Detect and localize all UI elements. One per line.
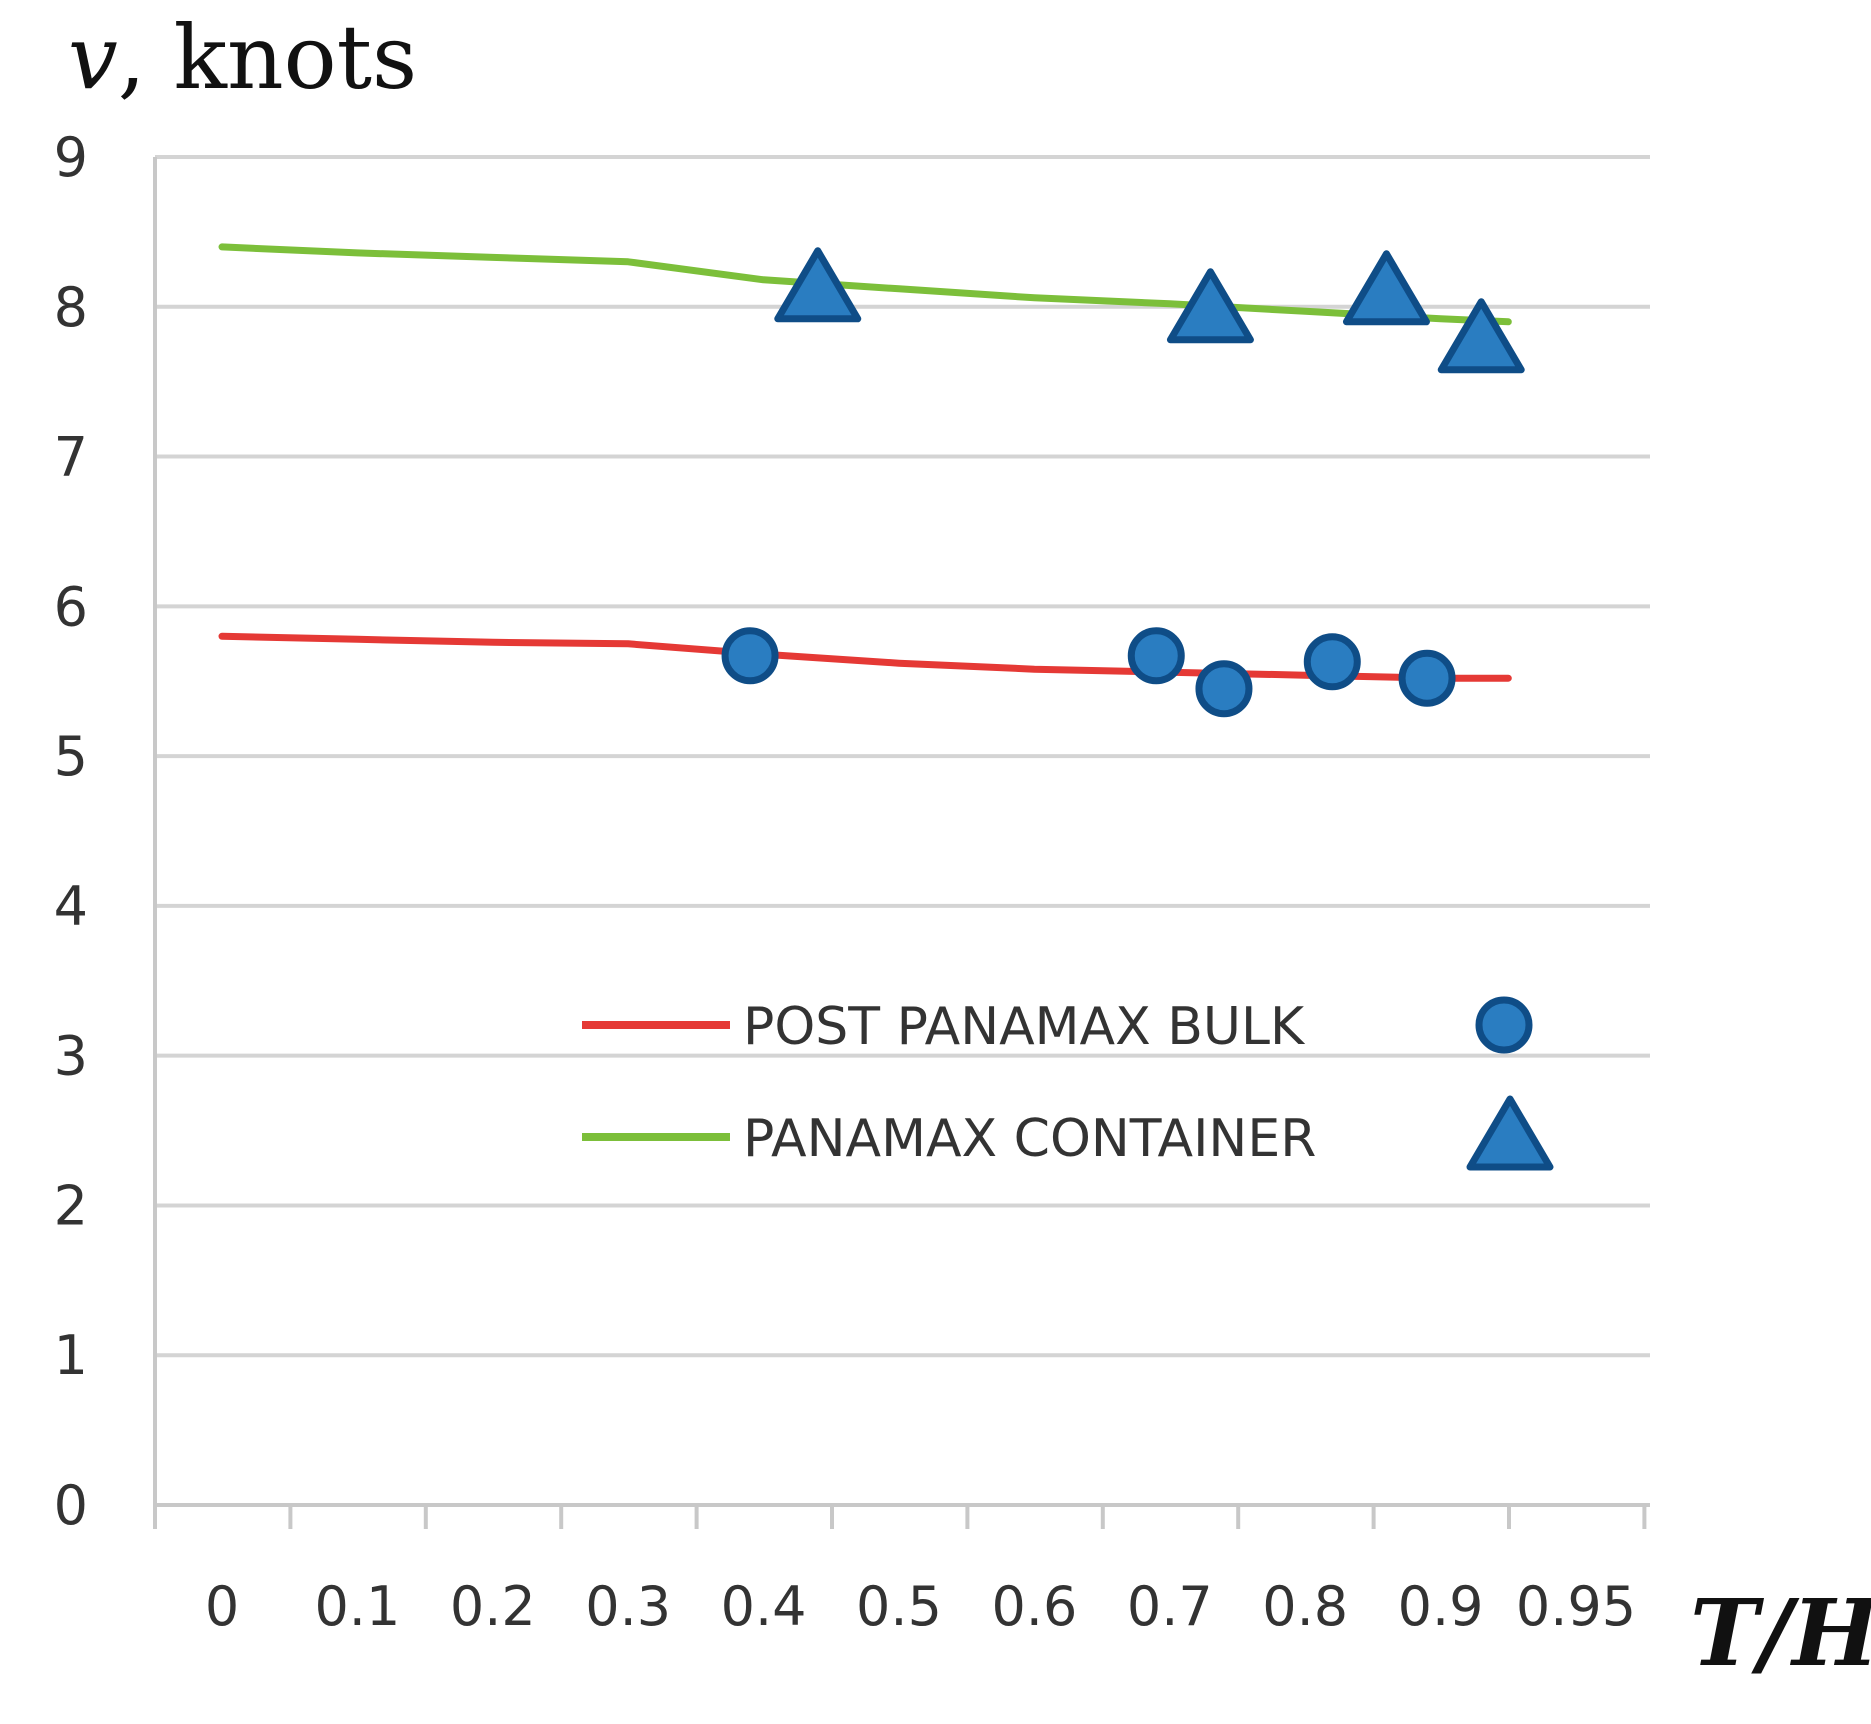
y-tick-label: 8 bbox=[54, 276, 88, 339]
series-marker-circle bbox=[1127, 627, 1185, 685]
x-tick-label: 0.5 bbox=[856, 1575, 942, 1638]
y-axis-title-rest: , knots bbox=[118, 6, 417, 109]
series-marker-triangle bbox=[774, 247, 862, 323]
legend: POST PANAMAX BULK PANAMAX CONTAINER bbox=[582, 996, 1554, 1171]
x-tick-label: 0.7 bbox=[1127, 1575, 1213, 1638]
x-tick-label: 0.1 bbox=[314, 1575, 400, 1638]
y-axis-title-var: v bbox=[68, 6, 118, 109]
y-tick-label: 4 bbox=[54, 875, 88, 938]
y-tick-label: 9 bbox=[54, 126, 88, 189]
legend-label-1: PANAMAX CONTAINER bbox=[743, 1109, 1316, 1169]
series-marker-circle bbox=[1195, 660, 1253, 718]
legend-marker-triangle bbox=[1466, 1095, 1554, 1171]
axes bbox=[153, 157, 1650, 1529]
x-tick-label: 0.9 bbox=[1398, 1575, 1484, 1638]
y-tick-label: 7 bbox=[54, 426, 88, 489]
x-tick-label: 0.95 bbox=[1516, 1575, 1636, 1638]
grid-lines bbox=[155, 155, 1650, 1358]
series-lines bbox=[218, 243, 1512, 682]
y-tick-label: 2 bbox=[54, 1174, 88, 1237]
x-tick-label: 0.2 bbox=[450, 1575, 536, 1638]
series-marker-triangle bbox=[1437, 298, 1525, 374]
series-marker-triangle bbox=[1342, 250, 1430, 326]
series-marker-triangle bbox=[1166, 268, 1254, 344]
x-tick-label: 0.6 bbox=[991, 1575, 1077, 1638]
x-tick-label: 0.4 bbox=[721, 1575, 807, 1638]
series-markers bbox=[721, 247, 1525, 718]
y-tick-label: 6 bbox=[54, 575, 88, 638]
y-tick-label: 1 bbox=[54, 1324, 88, 1387]
x-tick-labels: 0 0.1 0.2 0.3 0.4 0.5 0.6 0.7 0.8 0.9 0.95 bbox=[205, 1575, 1636, 1638]
x-tick-label: 0 bbox=[205, 1575, 239, 1638]
y-tick-label: 3 bbox=[54, 1025, 88, 1088]
legend-marker-circle bbox=[1475, 996, 1533, 1054]
y-tick-label: 5 bbox=[54, 725, 88, 788]
x-tick-label: 0.8 bbox=[1262, 1575, 1348, 1638]
y-tick-label: 0 bbox=[54, 1474, 88, 1537]
series-line-1 bbox=[218, 243, 1512, 326]
legend-label-0: POST PANAMAX BULK bbox=[743, 997, 1306, 1057]
series-marker-circle bbox=[1398, 649, 1456, 707]
series-marker-circle bbox=[721, 627, 779, 685]
series-marker-circle bbox=[1303, 633, 1361, 691]
x-tick-label: 0.3 bbox=[585, 1575, 671, 1638]
x-axis-title: T/H bbox=[1690, 1579, 1871, 1687]
y-tick-labels: 0 1 2 3 4 5 6 7 8 9 bbox=[54, 126, 88, 1537]
y-axis-title: v, knots bbox=[68, 6, 417, 109]
